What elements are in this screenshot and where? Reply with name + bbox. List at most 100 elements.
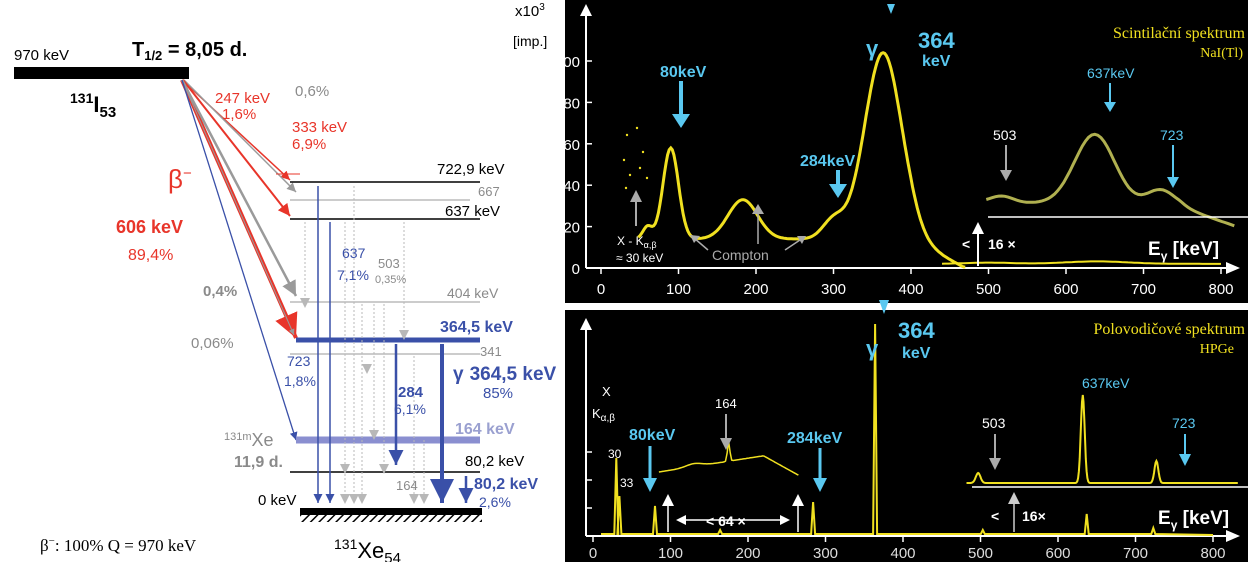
hpge-peak-723-label: 723 xyxy=(1172,415,1196,431)
metastable-nuclide-label: 131mXe xyxy=(224,430,274,450)
beta-006-percent: 0,06% xyxy=(191,335,234,352)
gamma-503-percent: 0,35% xyxy=(375,274,406,286)
decay-scheme: 970 keV T1/2 = 8,05 d. 131I53 247 keV 1,… xyxy=(14,39,557,562)
nai-title: Scintilační spektrum xyxy=(1113,25,1246,42)
hpge-zoom64-label: < 64 × xyxy=(706,513,746,529)
weak-gamma-heads xyxy=(300,298,429,504)
level-80-label: 80,2 keV xyxy=(465,453,524,470)
hpge-peak-364-gamma: γ xyxy=(866,336,879,361)
gamma-723-percent: 1,8% xyxy=(284,373,316,389)
hpge-x-tick-label: 600 xyxy=(1045,545,1070,562)
nai-peak-723-label: 723 xyxy=(1160,127,1184,143)
nai-xray-dots xyxy=(622,126,649,190)
nai-peak-364-label: 364 xyxy=(918,28,955,53)
nai-peak-364-unit: keV xyxy=(922,53,951,70)
nai-x-axis-label: Eγ [keV] xyxy=(1148,239,1219,263)
nai-y-tick-label: 80 xyxy=(563,95,580,112)
hpge-x-tick-label: 200 xyxy=(735,545,760,562)
level-341-label: 341 xyxy=(480,344,502,359)
beta-247-energy: 247 keV xyxy=(215,90,270,107)
gamma-503-energy: 503 xyxy=(378,256,400,271)
nai-xray-label: X - Kα,β xyxy=(617,234,657,250)
parent-nuclide-label: 131I53 xyxy=(70,90,116,121)
weak-gamma-group xyxy=(304,186,425,500)
beta-04-arrow xyxy=(180,79,298,297)
nai-x-tick-label: 500 xyxy=(976,281,1001,298)
hpge-peak-284-label: 284keV xyxy=(787,430,842,447)
beta-247-percent: 1,6% xyxy=(222,106,256,123)
nai-y-tick-label: 60 xyxy=(563,137,580,154)
hpge-zoom16-curve xyxy=(966,394,1238,484)
level-722-label: 722,9 keV xyxy=(437,161,505,178)
beta-006-arrow xyxy=(181,79,295,336)
beta-06-arrow xyxy=(183,79,297,193)
nai-x-tick-label: 100 xyxy=(666,281,691,298)
hpge-peak-30-label: 30 xyxy=(608,447,622,461)
hpge-spectrum-curve xyxy=(601,323,1214,536)
parent-energy-label: 970 keV xyxy=(14,47,69,64)
hpge-peak-164-label: 164 xyxy=(715,396,737,411)
hpge-zoom16-label: 16× xyxy=(1022,508,1046,524)
hpge-zoom16-lt: < xyxy=(991,508,999,524)
nai-y-tick-label: 40 xyxy=(563,178,580,195)
gamma-364-energy: γ 364,5 keV xyxy=(453,364,557,385)
gamma-364-percent: 85% xyxy=(483,385,513,402)
decay-summary: β−: 100% Q = 970 keV xyxy=(40,535,197,555)
nai-xray-energy: ≈ 30 keV xyxy=(616,251,663,265)
beta-symbol: β− xyxy=(168,164,192,194)
nai-compton-arrow-right xyxy=(784,239,801,251)
hpge-y-ticks xyxy=(586,451,592,537)
level-404-label: 404 keV xyxy=(447,285,499,301)
beta-06-percent: 0,6% xyxy=(295,83,329,100)
nai-background-curve xyxy=(941,260,1221,265)
daughter-nuclide-label: 131Xe54 xyxy=(334,536,401,562)
hpge-x-axis-label: Eγ [keV] xyxy=(1158,508,1229,532)
hpge-x-tick-label: 400 xyxy=(890,545,915,562)
hpge-xray-K: Kα,β xyxy=(592,406,615,424)
hpge-x-tick-label: 100 xyxy=(658,545,683,562)
hpge-peak-503-label: 503 xyxy=(982,415,1006,431)
nai-x-tick-label: 0 xyxy=(597,281,605,298)
nai-x-ticks: 0 100 200 300 400 500 600 700 800 xyxy=(597,268,1234,298)
beta-606-energy: 606 keV xyxy=(116,217,183,237)
level-637-label: 637 keV xyxy=(445,203,500,220)
hpge-x-tick-label: 0 xyxy=(589,545,597,562)
hpge-x-tick-label: 800 xyxy=(1200,545,1225,562)
nai-peak-503-label: 503 xyxy=(993,127,1017,143)
nai-detector: NaI(Tl) xyxy=(1200,46,1243,61)
nai-peak-80-label: 80keV xyxy=(660,64,707,81)
parent-level xyxy=(14,67,189,79)
hpge-peak-33-label: 33 xyxy=(620,476,634,490)
hpge-spectrum-panel: 0 100 200 300 400 500 600 700 800 Polovodičové s… xyxy=(565,300,1248,562)
nai-peak-637-label: 637keV xyxy=(1087,65,1135,81)
nai-peak-364-marker xyxy=(887,4,895,14)
hpge-peak-637-label: 637keV xyxy=(1082,375,1130,391)
gamma-284-percent: 6,1% xyxy=(394,401,426,417)
nai-zoom-lt: < xyxy=(962,236,970,252)
nai-y-ticks: 100 80 60 40 20 0 xyxy=(555,54,592,278)
gamma-637-energy: 637 xyxy=(342,245,366,261)
beta-333-energy: 333 keV xyxy=(292,119,347,136)
ground-level xyxy=(300,508,482,515)
level-0-label: 0 keV xyxy=(258,492,296,509)
nai-x-tick-label: 400 xyxy=(898,281,923,298)
gamma-284-energy: 284 xyxy=(398,384,424,401)
hpge-title: Polovodičové spektrum xyxy=(1093,321,1245,338)
nai-x-tick-label: 200 xyxy=(743,281,768,298)
nai-y-unit-label: [imp.] xyxy=(513,33,547,49)
nai-y-tick-label: 20 xyxy=(563,220,580,237)
hpge-peak-364-marker xyxy=(879,300,889,314)
hpge-x-tick-label: 700 xyxy=(1123,545,1148,562)
gamma-164-energy: 164 xyxy=(396,478,418,493)
nai-y-tick-label: 0 xyxy=(572,261,580,278)
beta-04-percent: 0,4% xyxy=(203,283,237,300)
hpge-x-tick-label: 500 xyxy=(968,545,993,562)
nai-zoom-curve xyxy=(985,132,1235,228)
half-life-label: T1/2 = 8,05 d. xyxy=(132,39,247,63)
gamma-80-percent: 2,6% xyxy=(479,494,511,510)
level-667-label: 667 xyxy=(478,184,500,199)
nai-peak-284-label: 284keV xyxy=(800,153,855,170)
hpge-x-tick-label: 300 xyxy=(813,545,838,562)
level-364-label: 364,5 keV xyxy=(440,319,513,336)
